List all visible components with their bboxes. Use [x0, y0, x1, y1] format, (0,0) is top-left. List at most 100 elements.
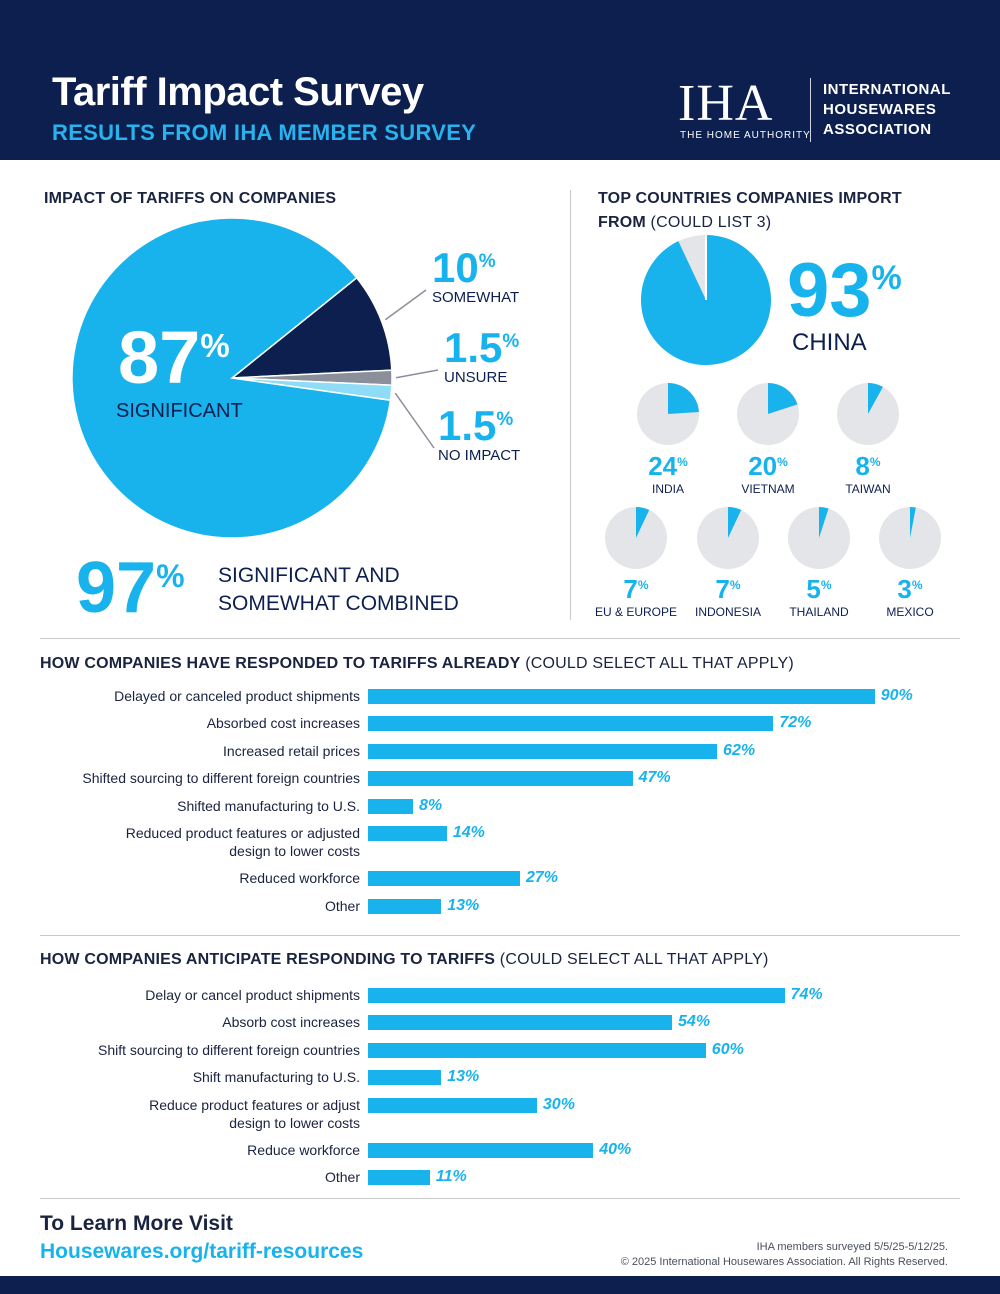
combined-label-line-1: SIGNIFICANT AND: [218, 564, 400, 587]
bar-category-label: Shifted sourcing to different foreign co…: [82, 770, 360, 787]
footer-link[interactable]: Housewares.org/tariff-resources: [40, 1240, 364, 1263]
bar-value-label: 47%: [638, 769, 671, 787]
impact-section-title: IMPACT OF TARIFFS ON COMPANIES: [44, 190, 337, 207]
bar-category-label: Delayed or canceled product shipments: [114, 688, 360, 704]
country-label-mexico: MEXICO: [886, 605, 933, 619]
country-value-taiwan: 8%: [855, 451, 880, 481]
bar-value-label: 60%: [711, 1040, 744, 1058]
bar: [368, 798, 414, 814]
country-value-china: 93%: [787, 248, 902, 333]
responded-section-title: HOW COMPANIES HAVE RESPONDED TO TARIFFS …: [40, 655, 794, 673]
bar-value-label: 13%: [447, 896, 480, 914]
bar-category-label: Other: [324, 1169, 360, 1186]
footer-band: [0, 1276, 1000, 1294]
pie-label-unsure: UNSURE: [444, 369, 507, 386]
iha-logo: IHA: [678, 75, 774, 132]
bar: [368, 771, 633, 787]
bar: [368, 743, 718, 759]
bar-category-label: Absorb cost increases: [222, 1014, 360, 1031]
country-pie-slice-vietnam: [768, 383, 798, 414]
bar-category-label: Delay or cancel product shipments: [145, 987, 360, 1003]
country-value-india: 24%: [648, 451, 688, 481]
country-label-indonesia: INDONESIA: [695, 605, 761, 619]
bar-value-label: 8%: [419, 796, 443, 814]
bar: [368, 716, 774, 732]
callout-line: [394, 392, 435, 449]
bar: [368, 871, 520, 887]
bar-category-label: Absorbed cost increases: [206, 715, 360, 732]
bar: [368, 1143, 594, 1158]
header-band: Tariff Impact Survey RESULTS FROM IHA ME…: [0, 0, 1000, 160]
bar-category-label: Shift manufacturing to U.S.: [192, 1069, 360, 1086]
bar: [368, 988, 785, 1003]
country-label-china: CHINA: [792, 329, 867, 356]
countries-title-line-2: FROM (COULD LIST 3): [598, 214, 902, 232]
country-label-eu-europe: EU & EUROPE: [595, 605, 677, 619]
bar-category-label: Shifted manufacturing to U.S.: [177, 797, 360, 814]
bar-category-label: Reduced workforce: [239, 870, 360, 887]
bar-category-label: Other: [324, 897, 360, 914]
countries-title-bold: FROM: [598, 214, 646, 231]
bar-value-label: 14%: [452, 824, 485, 841]
bar: [368, 826, 447, 841]
bar: [368, 1170, 430, 1186]
country-value-thailand: 5%: [806, 574, 831, 604]
country-pie-slice-taiwan: [868, 383, 883, 414]
bar-category-label: Shift sourcing to different foreign coun…: [97, 1041, 360, 1058]
anticipate-title-note: (COULD SELECT ALL THAT APPLY): [495, 951, 769, 968]
countries-title-note: (COULD LIST 3): [645, 214, 772, 231]
bar: [368, 1042, 706, 1058]
country-pie-slice-india: [668, 383, 699, 414]
country-pie-slice-eu-europe: [636, 507, 650, 538]
section-divider: [40, 638, 960, 639]
country-pie-slice-mexico: [910, 507, 916, 538]
country-label-thailand: THAILAND: [789, 605, 849, 619]
impact-pie-chart: 87%SIGNIFICANT10%SOMEWHAT1.5%UNSURE1.5%N…: [71, 217, 520, 628]
countries-section-title: TOP COUNTRIES COMPANIES IMPORT FROM (COU…: [598, 190, 902, 232]
responded-title-note: (COULD SELECT ALL THAT APPLY): [520, 655, 794, 672]
bar-category-label: Reduce workforce: [247, 1142, 360, 1158]
bar-value-label: 62%: [723, 741, 756, 759]
pie-label-no-impact: NO IMPACT: [438, 447, 520, 464]
bar: [368, 1015, 673, 1031]
country-label-taiwan: TAIWAN: [845, 482, 890, 496]
bar: [368, 1097, 537, 1113]
logo-divider: [810, 78, 811, 142]
bar-category-label: Reduce product features or adjust design …: [149, 1096, 360, 1131]
country-pie-slice-indonesia: [728, 507, 742, 538]
section-divider: [40, 935, 960, 936]
survey-date-note: IHA members surveyed 5/5/25-5/12/25.: [756, 1241, 948, 1253]
callout-line: [384, 289, 427, 321]
callout-line: [395, 369, 439, 379]
bar-value-label: 90%: [880, 687, 913, 704]
responded-title-bold: HOW COMPANIES HAVE RESPONDED TO TARIFFS …: [40, 655, 521, 672]
anticipate-section-title: HOW COMPANIES ANTICIPATE RESPONDING TO T…: [40, 951, 769, 969]
logo-name-line: ASSOCIATION: [823, 121, 932, 138]
section-divider: [40, 1198, 960, 1199]
page-subtitle: RESULTS FROM IHA MEMBER SURVEY: [52, 120, 477, 145]
pie-label-somewhat: SOMEWHAT: [432, 289, 519, 306]
country-value-eu-europe: 7%: [623, 574, 648, 604]
combined-label-line-2: SOMEWHAT COMBINED: [218, 592, 459, 615]
footer-cta: To Learn More Visit: [40, 1212, 233, 1235]
bar-category-label: Increased retail prices: [223, 742, 360, 759]
bar-value-label: 11%: [435, 1168, 467, 1186]
logo-name-line: HOUSEWARES: [823, 101, 937, 118]
bar: [368, 689, 875, 704]
bar-value-label: 13%: [447, 1068, 480, 1086]
pie-slice-somewhat: [229, 276, 393, 379]
copyright-note: © 2025 International Housewares Associat…: [620, 1256, 948, 1268]
country-value-indonesia: 7%: [715, 574, 740, 604]
bar-value-label: 27%: [526, 869, 559, 887]
bar-value-label: 72%: [779, 714, 812, 732]
logo-tagline: THE HOME AUTHORITY: [680, 130, 811, 141]
bar: [368, 1070, 442, 1086]
bar-category-label: Reduced product features or adjusted desi…: [125, 825, 360, 859]
anticipate-title-bold: HOW COMPANIES ANTICIPATE RESPONDING TO T…: [40, 951, 496, 968]
countries-title-line-1: TOP COUNTRIES COMPANIES IMPORT: [598, 190, 902, 207]
country-label-india: INDIA: [652, 482, 684, 496]
country-label-vietnam: VIETNAM: [741, 482, 794, 496]
pie-slice-significant: [71, 217, 392, 539]
logo-name-line: INTERNATIONAL: [823, 81, 951, 98]
